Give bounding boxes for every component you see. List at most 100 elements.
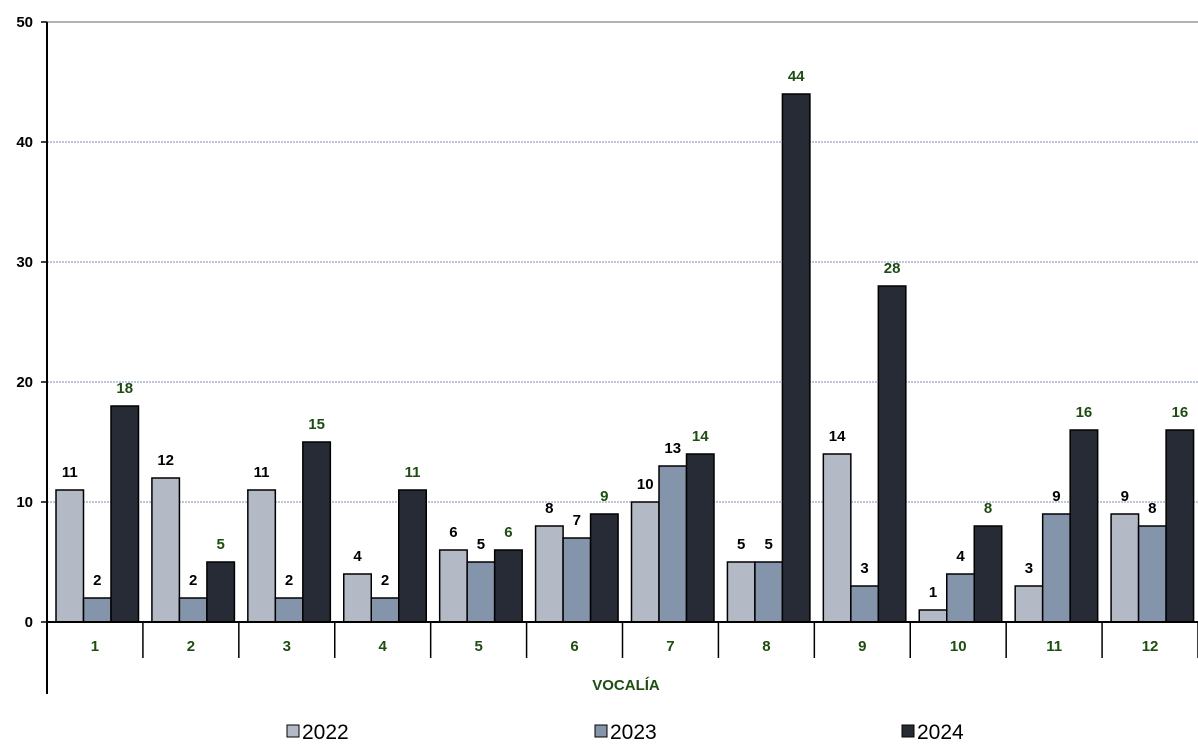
bar: [1041, 513, 1071, 623]
bar: [973, 525, 1003, 623]
y-tick-label: 10: [16, 494, 33, 511]
bar: [946, 573, 975, 623]
data-label: 6: [449, 524, 457, 541]
bar: [370, 597, 400, 623]
bar: [822, 453, 852, 623]
bar: [247, 489, 277, 623]
data-label: 28: [884, 260, 901, 277]
bar: [1014, 585, 1044, 623]
x-category-label: 2: [187, 638, 195, 655]
bar: [206, 561, 236, 623]
data-label: 44: [788, 68, 805, 85]
bar: [466, 561, 496, 623]
bar: [82, 597, 112, 623]
bar: [1165, 429, 1195, 623]
data-label: 2: [189, 572, 197, 589]
bar: [658, 465, 688, 623]
legend: 2022 2023 2024: [286, 721, 964, 744]
data-label: 9: [600, 488, 608, 505]
bar: [562, 537, 592, 623]
y-tick-labels: 0 10 20 30 40 50: [16, 14, 33, 631]
data-label: 5: [216, 536, 224, 553]
y-tick-label: 0: [25, 614, 33, 631]
x-category-label: 6: [570, 638, 578, 655]
bar: [685, 453, 715, 623]
data-label: 4: [956, 548, 965, 565]
bars: [55, 93, 1195, 623]
data-label: 12: [157, 452, 174, 469]
bar: [754, 561, 784, 623]
x-category-label: 1: [91, 638, 99, 655]
bar: [630, 501, 660, 623]
bar: [55, 489, 85, 623]
bar: [1110, 513, 1140, 623]
data-label: 2: [381, 572, 389, 589]
bar: [398, 489, 427, 623]
bar: [151, 477, 181, 623]
bar: [781, 93, 811, 623]
data-label: 10: [637, 476, 654, 493]
x-category-label: 8: [762, 638, 770, 655]
legend-swatch: [901, 724, 915, 738]
legend-swatch: [286, 724, 300, 738]
bar: [178, 597, 208, 623]
data-label: 3: [1025, 560, 1033, 577]
x-category-labels: 1 2 3 4 5 6 7 8 9 10 11 12: [91, 638, 1159, 655]
data-label: 11: [62, 464, 78, 481]
x-category-label: 9: [858, 638, 866, 655]
legend-label: 2024: [917, 721, 964, 744]
bar: [438, 549, 468, 623]
bar: [343, 573, 372, 623]
data-label: 13: [664, 440, 681, 457]
data-label: 9: [1052, 488, 1060, 505]
data-label: 5: [477, 536, 485, 553]
data-label: 18: [116, 380, 133, 397]
x-category-label: 10: [950, 638, 967, 655]
data-label: 16: [1076, 404, 1093, 421]
data-label: 11: [254, 464, 270, 481]
data-label: 11: [405, 464, 421, 481]
y-tick-label: 40: [16, 134, 33, 151]
x-category-label: 11: [1046, 638, 1062, 655]
bar: [274, 597, 304, 623]
bar: [302, 441, 332, 623]
bar: [918, 609, 948, 623]
data-label: 7: [573, 512, 581, 529]
data-label: 8: [984, 500, 992, 517]
data-label: 4: [353, 548, 362, 565]
bar: [726, 561, 756, 623]
data-label: 5: [764, 536, 772, 553]
data-label: 2: [285, 572, 293, 589]
x-category-label: 4: [379, 638, 388, 655]
data-label: 6: [504, 524, 512, 541]
x-category-label: 3: [283, 638, 291, 655]
legend-label: 2022: [302, 721, 349, 744]
x-category-label: 5: [474, 638, 482, 655]
data-label: 14: [829, 428, 846, 445]
data-label: 1: [929, 584, 937, 601]
bar: [877, 285, 907, 623]
y-tick-label: 20: [16, 374, 33, 391]
data-label: 9: [1121, 488, 1129, 505]
bar: [534, 525, 564, 623]
data-label: 3: [860, 560, 868, 577]
axes: [41, 21, 1198, 694]
y-tick-label: 50: [16, 14, 33, 31]
gridlines: [47, 21, 1198, 503]
x-category-label: 7: [666, 638, 674, 655]
data-label: 15: [308, 416, 325, 433]
bar: [110, 405, 140, 623]
bar: [1069, 429, 1099, 623]
bar: [850, 585, 880, 623]
bar: [1137, 525, 1167, 623]
x-category-label: 12: [1142, 638, 1159, 655]
y-tick-label: 30: [16, 254, 33, 271]
data-label: 16: [1171, 404, 1188, 421]
legend-label: 2023: [610, 721, 657, 744]
data-label: 14: [692, 428, 709, 445]
data-label: 5: [737, 536, 745, 553]
legend-swatch: [594, 724, 608, 738]
data-label: 2: [93, 572, 101, 589]
